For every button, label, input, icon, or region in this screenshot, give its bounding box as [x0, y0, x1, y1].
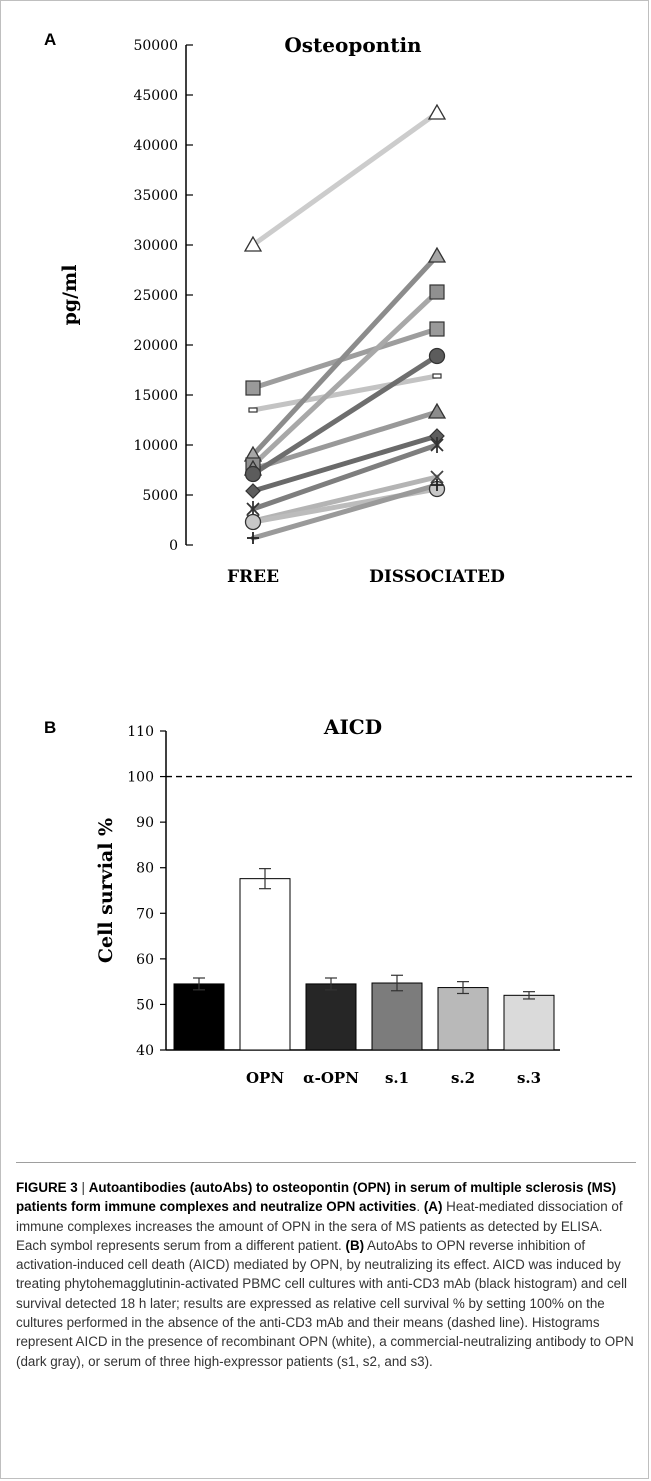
figure-caption: FIGURE 3 | Autoantibodies (autoAbs) to o… — [16, 1178, 636, 1371]
chart-a-point-dash — [248, 407, 258, 413]
chart-a-y-tick-label: 25000 — [133, 288, 178, 304]
chart-b-y-tick-label: 110 — [127, 724, 154, 740]
chart-a-point-triangle — [427, 246, 447, 263]
chart-a-point-triangle — [427, 103, 447, 120]
chart-a-series-line — [250, 433, 440, 494]
chart-a-y-axis-label: pg/ml — [59, 265, 81, 326]
chart-a-point-circle — [244, 465, 262, 483]
caption-b-label: (B) — [345, 1237, 365, 1253]
chart-a-series-line — [250, 409, 440, 472]
panel-a-letter: A — [44, 30, 57, 49]
chart-a-point-plus — [431, 479, 443, 491]
caption-title: Autoantibodies (autoAbs) to osteopontin … — [16, 1180, 617, 1215]
chart-a-y-tick-label: 15000 — [133, 388, 178, 404]
chart-b-error-bar — [523, 991, 535, 1000]
chart-a-point-x-stroke — [430, 470, 444, 484]
chart-b-bar — [371, 982, 423, 1051]
chart-b-x-category-label: s.3 — [517, 1069, 541, 1087]
caption-figure-label: FIGURE 3 — [16, 1180, 78, 1195]
panel-b-letter: B — [44, 718, 57, 737]
chart-a-x-category-label: FREE — [227, 567, 279, 587]
chart-a-series-line — [250, 474, 440, 524]
caption-a-label: (A) — [423, 1199, 443, 1215]
chart-b-y-tick-label: 80 — [136, 861, 154, 877]
chart-a-series-line — [250, 110, 440, 248]
chart-a-title: Osteopontin — [284, 33, 422, 57]
chart-a-y-tick-label: 35000 — [133, 188, 178, 204]
chart-a-y-tick-label: 10000 — [133, 438, 178, 454]
chart-a-y-tick-label: 0 — [169, 538, 178, 554]
caption-b-text: AutoAbs to OPN reverse inhibition of act… — [16, 1237, 634, 1369]
chart-b-bar — [173, 983, 225, 1051]
chart-b-error-bar — [457, 981, 469, 995]
chart-a-y-tick-label: 30000 — [133, 238, 178, 254]
chart-a-series-line — [250, 482, 440, 541]
chart-b-error-bar — [325, 977, 337, 991]
caption-heading: FIGURE 3 | Autoantibodies (autoAbs) to o… — [16, 1178, 636, 1371]
chart-b-bar — [437, 987, 489, 1051]
chart-a-point-x — [430, 470, 444, 484]
chart-a-point-dash — [432, 373, 442, 379]
chart-b-x-category-label: s.1 — [385, 1069, 409, 1087]
chart-b-bar — [503, 994, 555, 1051]
chart-a-y-tick-label: 45000 — [133, 88, 178, 104]
chart-a-y-tick-label: 50000 — [133, 38, 178, 54]
chart-a-series-line — [250, 289, 440, 468]
chart-b-y-tick-label: 40 — [136, 1043, 154, 1059]
chart-a-point-square — [245, 380, 261, 396]
chart-a-series-line — [250, 373, 440, 413]
chart-a-series-line — [250, 253, 440, 458]
chart-a-point-diamond — [245, 483, 261, 499]
chart-a-y-tick-label: 20000 — [133, 338, 178, 354]
chart-b-y-tick-label: 50 — [136, 997, 154, 1013]
caption-title-end: . — [416, 1199, 421, 1215]
aicd-bar-chart: AICD Cell survial % 40 50 60 70 80 90 100 110 OPN α… — [95, 715, 633, 1087]
chart-b-bar — [305, 983, 357, 1051]
chart-b-x-category-label: OPN — [246, 1069, 284, 1087]
chart-b-y-tick-label: 100 — [127, 770, 154, 786]
chart-a-series-line — [250, 353, 440, 477]
chart-b-bar — [239, 878, 291, 1051]
chart-b-error-bar — [391, 974, 403, 992]
caption-separator: | — [77, 1180, 89, 1195]
chart-b-x-category-label: s.2 — [451, 1069, 475, 1087]
chart-a-point-triangle — [243, 235, 263, 252]
chart-b-error-bar — [259, 868, 271, 890]
chart-b-y-tick-label: 70 — [136, 906, 154, 922]
chart-a-y-tick-label: 40000 — [133, 138, 178, 154]
chart-b-error-bar — [193, 977, 205, 991]
chart-b-x-category-label: α-OPN — [303, 1069, 359, 1087]
chart-a-point-star — [430, 437, 444, 453]
chart-a-point-plus — [247, 532, 259, 544]
chart-a-point-circle — [428, 347, 446, 365]
chart-a-x-category-label: DISSOCIATED — [369, 567, 505, 587]
chart-a-point-square — [429, 284, 445, 300]
chart-b-y-tick-label: 60 — [136, 952, 154, 968]
chart-a-point-triangle — [427, 402, 447, 419]
caption-divider — [16, 1162, 636, 1163]
caption-a-text: Heat-mediated dissociation of immune com… — [16, 1199, 623, 1253]
chart-b-y-tick-label: 90 — [136, 815, 154, 831]
chart-b-y-axis-label: Cell survial % — [95, 818, 117, 963]
chart-a-point-circle — [244, 513, 262, 531]
osteopontin-line-chart: Osteopontin pg/ml 0 5000 10000 15000 20000 2500… — [59, 33, 505, 587]
chart-a-y-tick-label: 5000 — [142, 488, 178, 504]
chart-a-series-line — [250, 442, 440, 512]
chart-a-point-square — [429, 321, 445, 337]
chart-b-title: AICD — [323, 715, 382, 739]
